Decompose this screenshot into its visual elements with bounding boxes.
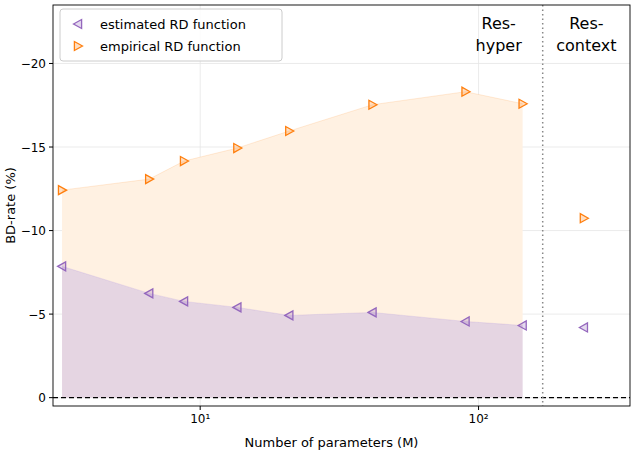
marker bbox=[462, 87, 470, 96]
marker bbox=[58, 186, 66, 195]
legend-marker bbox=[74, 42, 82, 51]
legend-marker bbox=[74, 20, 82, 29]
legend-box bbox=[60, 9, 282, 61]
y-tick-label: −20 bbox=[21, 57, 46, 71]
marker bbox=[234, 144, 242, 153]
x-tick-label: 10¹ bbox=[190, 412, 210, 426]
y-tick bbox=[49, 230, 53, 231]
x-tick-label: 10² bbox=[469, 412, 489, 426]
marker bbox=[461, 317, 469, 326]
legend: estimated RD function empirical RD functi… bbox=[60, 9, 282, 61]
legend-label: empirical RD function bbox=[100, 39, 241, 54]
region-label: Res- bbox=[482, 14, 516, 33]
marker bbox=[368, 308, 376, 317]
marker bbox=[369, 100, 377, 109]
x-axis-label: Number of parameters (M) bbox=[245, 435, 419, 450]
y-tick bbox=[49, 314, 53, 315]
y-tick bbox=[49, 397, 53, 398]
marker bbox=[180, 157, 188, 166]
y-tick-label: 0 bbox=[38, 391, 46, 405]
y-axis-label: BD-rate (%) bbox=[3, 167, 18, 244]
marker bbox=[145, 289, 153, 298]
marker bbox=[285, 311, 293, 320]
y-tick-label: −5 bbox=[28, 308, 46, 322]
chart: 10¹ 10² 0 −5 −10 −15 −20 Number of parameters (… bbox=[0, 0, 632, 454]
marker bbox=[233, 303, 241, 312]
area-edge bbox=[62, 266, 523, 325]
region-label: context bbox=[556, 36, 616, 55]
zero-line bbox=[53, 397, 630, 398]
region-label: hyper bbox=[476, 36, 523, 55]
y-tick bbox=[49, 63, 53, 64]
y-tick-label: −10 bbox=[21, 224, 46, 238]
y-grid-line bbox=[53, 63, 630, 64]
marker bbox=[180, 297, 188, 306]
plot-area bbox=[53, 5, 630, 406]
frame bbox=[53, 5, 630, 406]
area-edge bbox=[62, 92, 523, 190]
grid bbox=[53, 5, 630, 406]
marker bbox=[580, 214, 588, 223]
marker bbox=[286, 126, 294, 135]
marker bbox=[146, 175, 154, 184]
estimated-area bbox=[62, 266, 523, 397]
marker bbox=[579, 323, 587, 332]
y-tick bbox=[49, 147, 53, 148]
divider bbox=[542, 5, 544, 406]
x-tick bbox=[478, 406, 479, 410]
marker bbox=[519, 99, 527, 108]
marker bbox=[58, 262, 66, 271]
marker bbox=[518, 321, 526, 330]
x-tick bbox=[200, 406, 201, 410]
y-tick-label: −15 bbox=[21, 141, 46, 155]
axes: 10¹ 10² 0 −5 −10 −15 −20 bbox=[21, 57, 489, 426]
legend-label: estimated RD function bbox=[100, 17, 246, 32]
region-label: Res- bbox=[569, 14, 603, 33]
